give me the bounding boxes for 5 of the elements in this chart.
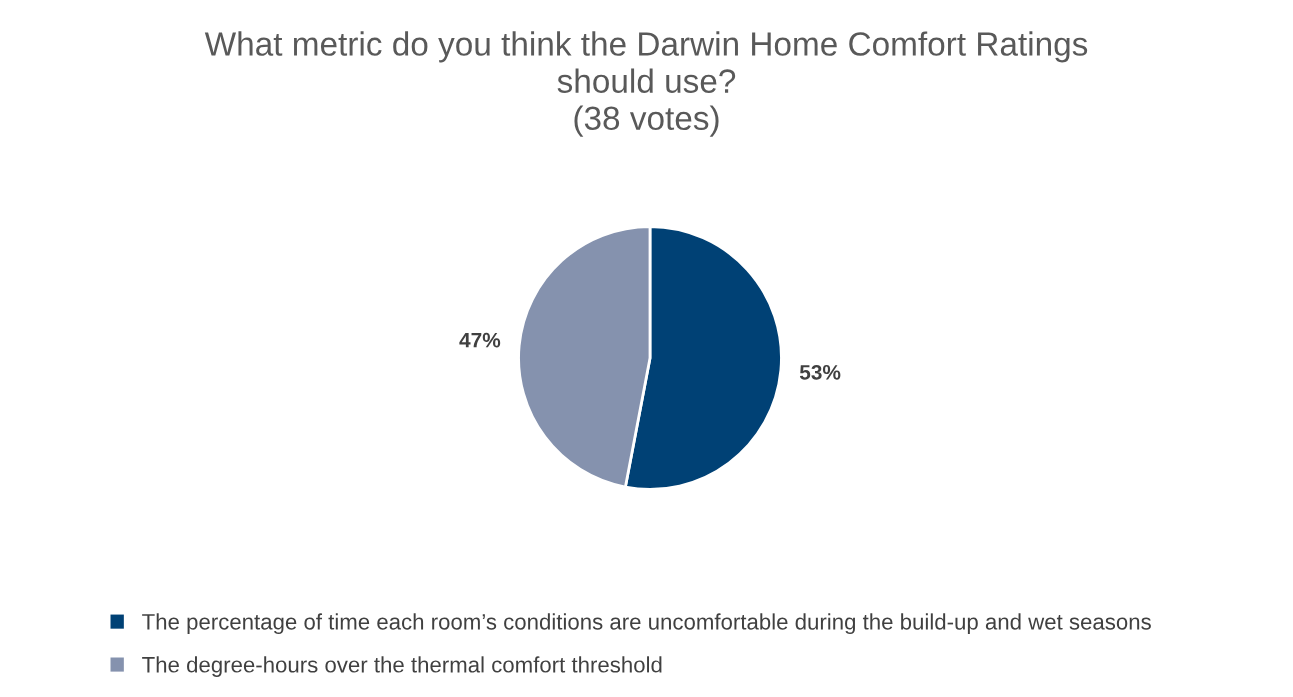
data-label: 47% [459, 332, 501, 348]
legend-label: The percentage of time each room’s conditions are uncomfortable during the build-up and wet seasons [142, 613, 1151, 635]
chart-title: What metric do you think the Darwin Home Comfort Ratings should use? (38 votes) [204, 31, 1088, 137]
data-label: 53% [799, 364, 841, 380]
legend-label: The degree-hours over the thermal comfort threshold [142, 656, 662, 677]
